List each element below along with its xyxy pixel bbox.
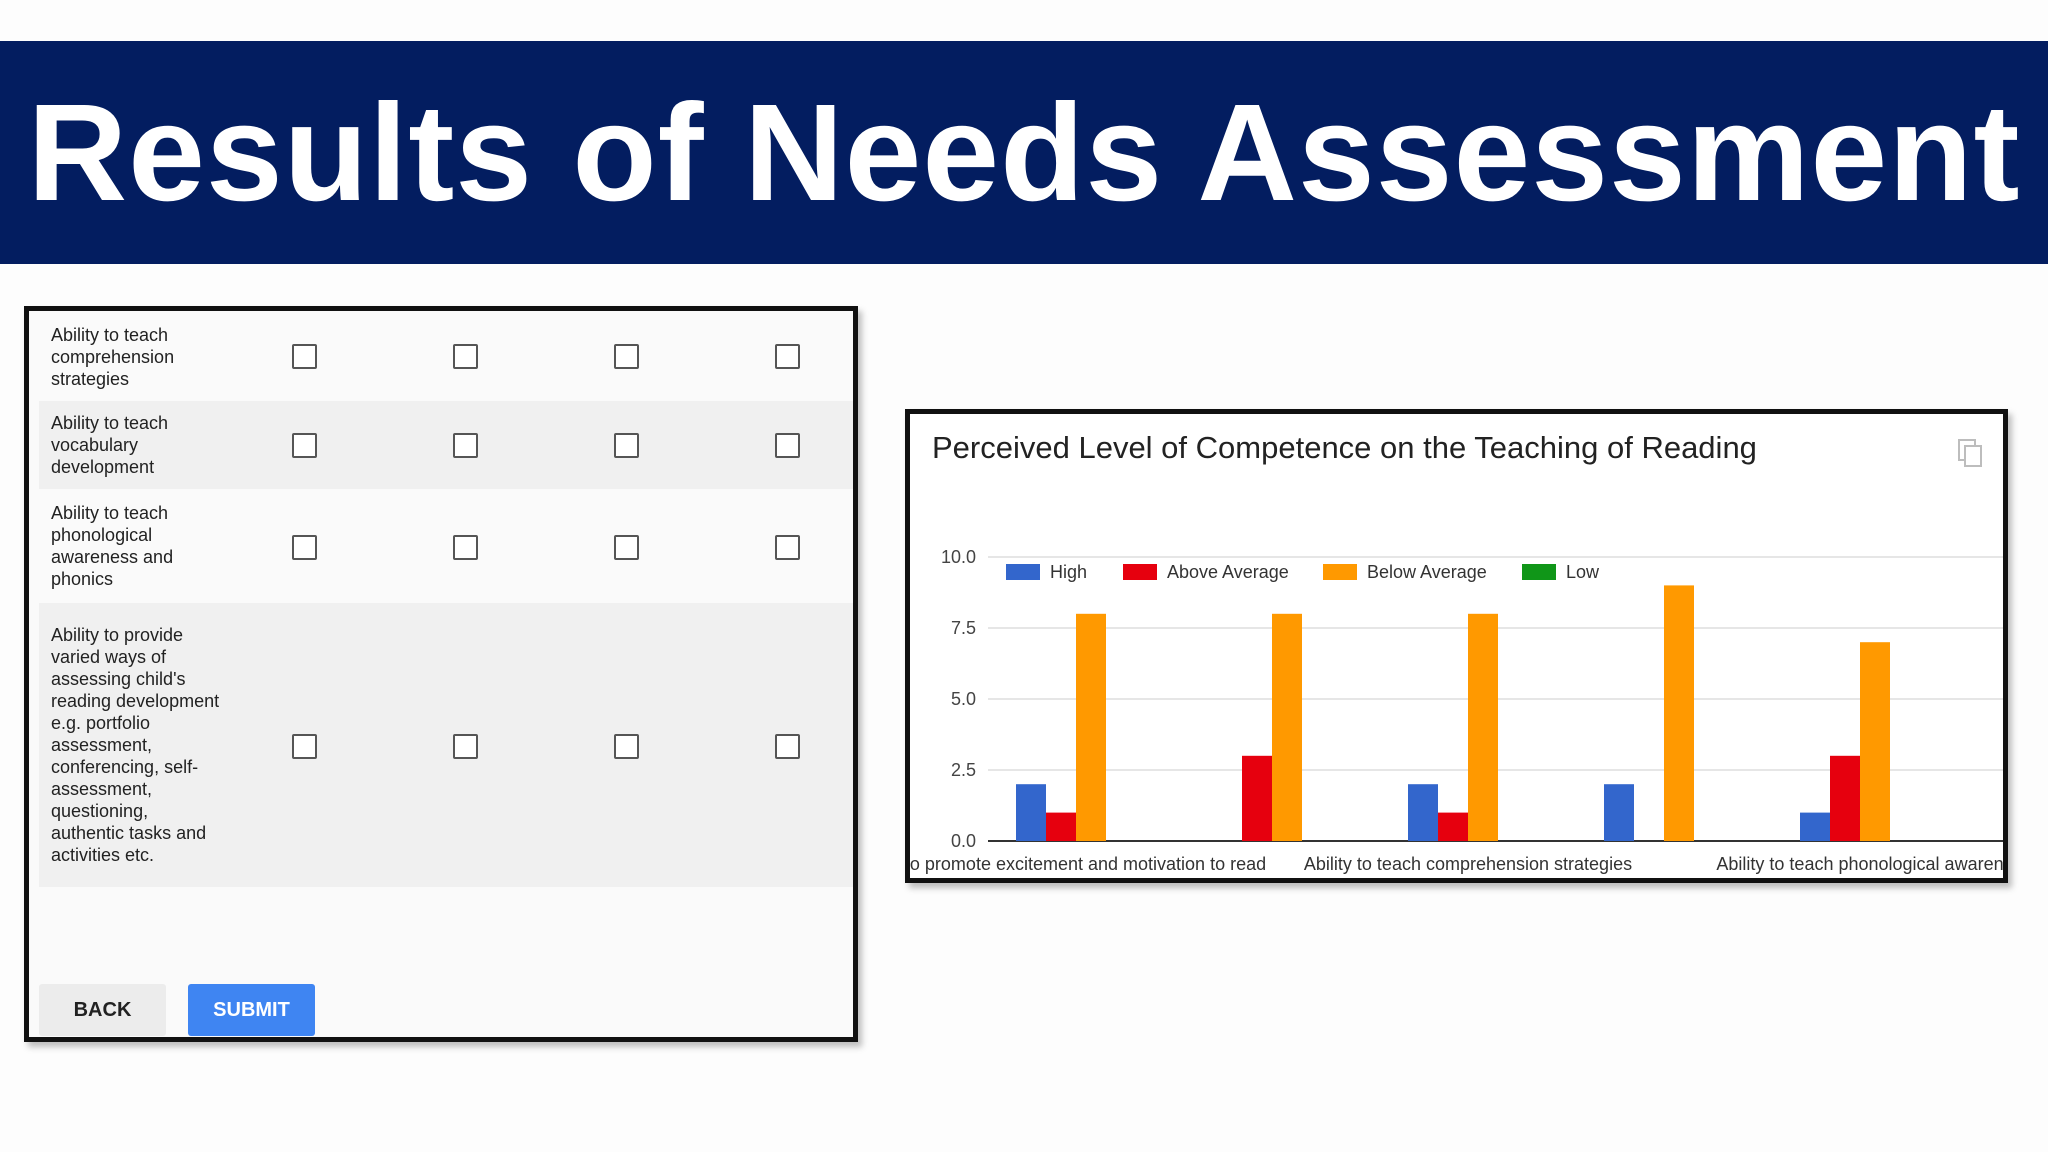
- row-label: Ability to provide varied ways of assess…: [51, 625, 220, 865]
- bar-high: [1604, 784, 1634, 841]
- rating-checkbox[interactable]: [292, 734, 317, 759]
- row-label: Ability to teach phonological awareness …: [51, 503, 174, 589]
- rating-checkbox[interactable]: [292, 344, 317, 369]
- title-banner: Results of Needs Assessment: [0, 41, 2048, 264]
- row-label: Ability to teach comprehension strategie…: [51, 325, 175, 389]
- legend-label: Low: [1566, 562, 1600, 582]
- form-row-vocabulary: Ability to teach vocabulary development: [39, 401, 853, 489]
- submit-button[interactable]: SUBMIT: [188, 984, 315, 1036]
- x-category-label: Ability to teach comprehension strategie…: [1304, 854, 1632, 874]
- back-button[interactable]: BACK: [39, 984, 166, 1036]
- form-row-comprehension: Ability to teach comprehension strategie…: [39, 313, 853, 401]
- bar-below-average: [1076, 613, 1106, 841]
- legend-swatch: [1522, 564, 1556, 580]
- y-tick-label: 10.0: [941, 547, 976, 567]
- bar-above-average: [1046, 812, 1076, 841]
- chart-panel: Perceived Level of Competence on the Tea…: [905, 409, 2008, 883]
- y-tick-label: 7.5: [951, 618, 976, 638]
- page-title: Results of Needs Assessment: [27, 75, 2021, 230]
- rating-checkbox[interactable]: [775, 344, 800, 369]
- rating-checkbox[interactable]: [453, 535, 478, 560]
- bar-above-average: [1438, 812, 1468, 841]
- bar-above-average: [1830, 755, 1860, 841]
- bar-below-average: [1272, 613, 1302, 841]
- chart-title: Perceived Level of Competence on the Tea…: [932, 430, 1757, 465]
- x-category-label: ty to promote excitement and motivation …: [910, 854, 1266, 874]
- bar-below-average: [1468, 613, 1498, 841]
- rating-checkbox[interactable]: [453, 734, 478, 759]
- bar-chart: 0.0 2.5 5.0 7.5 10.0 ty to promote excitement…: [910, 547, 2003, 874]
- rating-checkbox[interactable]: [292, 535, 317, 560]
- form-row-phonics: Ability to teach phonological awareness …: [39, 489, 853, 603]
- legend-label: Above Average: [1167, 562, 1289, 582]
- rating-checkbox[interactable]: [614, 344, 639, 369]
- row-label: Ability to teach vocabulary development: [51, 413, 169, 477]
- rating-checkbox[interactable]: [775, 433, 800, 458]
- rating-checkbox[interactable]: [453, 433, 478, 458]
- bar-high: [1408, 784, 1438, 841]
- bar-below-average: [1664, 585, 1694, 841]
- survey-form-panel: Ability to teach comprehension strategie…: [24, 306, 858, 1042]
- rating-checkbox[interactable]: [453, 344, 478, 369]
- legend-swatch: [1123, 564, 1157, 580]
- rating-checkbox[interactable]: [614, 433, 639, 458]
- legend-label: High: [1050, 562, 1087, 582]
- y-tick-label: 2.5: [951, 760, 976, 780]
- rating-checkbox[interactable]: [775, 535, 800, 560]
- copy-icon[interactable]: [1957, 438, 1985, 470]
- form-row-assessment: Ability to provide varied ways of assess…: [39, 603, 853, 887]
- bar-below-average: [1860, 642, 1890, 841]
- rating-checkbox[interactable]: [614, 535, 639, 560]
- x-category-label: Ability to teach phonological awaren: [1716, 854, 2003, 874]
- rating-checkbox[interactable]: [292, 433, 317, 458]
- bar-high: [1800, 812, 1830, 841]
- legend-swatch: [1006, 564, 1040, 580]
- rating-checkbox[interactable]: [775, 734, 800, 759]
- legend-label: Below Average: [1367, 562, 1487, 582]
- bar-high: [1016, 784, 1046, 841]
- y-tick-label: 0.0: [951, 831, 976, 851]
- y-tick-label: 5.0: [951, 689, 976, 709]
- rating-checkbox[interactable]: [614, 734, 639, 759]
- bar-above-average: [1242, 755, 1272, 841]
- legend-swatch: [1323, 564, 1357, 580]
